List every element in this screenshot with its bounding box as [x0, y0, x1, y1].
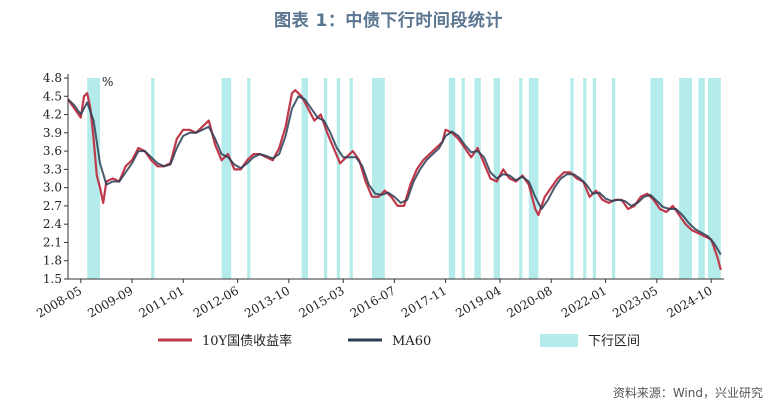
series-line-0 — [67, 89, 722, 271]
down-interval-10 — [461, 78, 465, 279]
down-interval-5 — [324, 78, 328, 279]
y-tick-label-10: 4.5 — [43, 89, 62, 103]
x-tick-label-3: 2012-06 — [191, 283, 241, 320]
down-interval-20 — [679, 78, 692, 279]
y-tick-label-3: 2.4 — [43, 217, 62, 231]
x-tick-label-10: 2022-01 — [559, 283, 609, 320]
x-tick-label-1: 2009-09 — [85, 283, 135, 320]
legend-swatch-2 — [540, 334, 578, 347]
x-tick-label-5: 2015-03 — [297, 283, 347, 320]
y-tick-label-0: 1.5 — [43, 272, 62, 286]
down-interval-17 — [592, 78, 596, 279]
series-line-1 — [67, 95, 722, 256]
down-interval-2 — [221, 78, 232, 279]
x-tick-label-7: 2017-11 — [399, 283, 449, 320]
y-tick-label-11: 4.8 — [43, 71, 62, 85]
x-tick-label-2: 2011-01 — [137, 283, 187, 320]
down-interval-4 — [301, 78, 308, 279]
legend-label-1: MA60 — [392, 334, 431, 349]
down-interval-18 — [612, 78, 616, 279]
y-tick-label-4: 2.7 — [43, 199, 62, 213]
y-tick-label-5: 3.0 — [43, 181, 62, 195]
down-interval-0 — [87, 78, 100, 279]
down-interval-8 — [372, 78, 385, 279]
y-tick-label-9: 4.2 — [43, 108, 62, 122]
y-unit-label: % — [102, 75, 113, 89]
x-tick-label-9: 2020-08 — [505, 283, 555, 320]
x-tick-label-6: 2016-07 — [348, 283, 398, 320]
down-interval-11 — [474, 78, 481, 279]
source-note: 资料来源：Wind，兴业研究 — [612, 386, 763, 400]
x-tick-label-11: 2023-05 — [610, 283, 660, 320]
legend-label-2: 下行区间 — [588, 334, 640, 349]
down-interval-3 — [247, 78, 251, 279]
down-interval-14 — [528, 78, 539, 279]
down-interval-22 — [708, 78, 721, 279]
down-interval-19 — [650, 78, 664, 279]
y-tick-label-7: 3.6 — [43, 144, 62, 158]
down-interval-7 — [349, 78, 353, 279]
y-tick-label-8: 3.9 — [43, 126, 62, 140]
down-interval-9 — [448, 78, 456, 279]
down-interval-6 — [336, 78, 340, 279]
down-interval-16 — [583, 78, 587, 279]
x-tick-label-0: 2008-05 — [34, 283, 84, 320]
x-tick-label-4: 2013-10 — [242, 283, 292, 320]
y-tick-label-6: 3.3 — [43, 162, 62, 176]
x-tick-label-12: 2024-10 — [665, 283, 715, 320]
x-tick-label-8: 2019-04 — [453, 283, 503, 320]
y-tick-label-2: 2.1 — [43, 235, 62, 249]
y-tick-label-1: 1.8 — [43, 254, 62, 268]
down-interval-1 — [151, 78, 155, 279]
down-interval-15 — [570, 78, 574, 279]
chart-title: 图表 1：中债下行时间段统计 — [274, 11, 503, 31]
down-interval-21 — [698, 78, 705, 279]
legend-label-0: 10Y国债收益率 — [202, 333, 292, 349]
